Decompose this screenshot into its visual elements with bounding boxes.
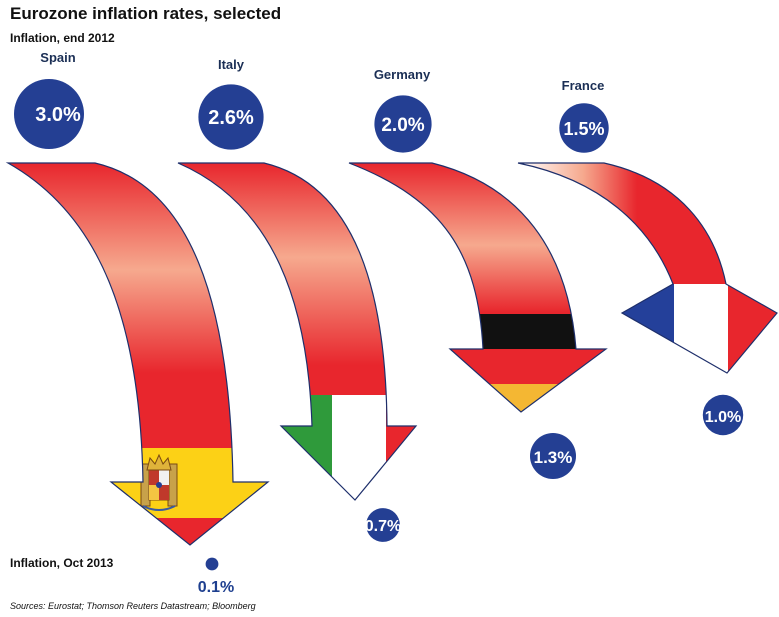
- arrow-germany: [348, 162, 608, 413]
- start-value-france: 1.5%: [563, 119, 604, 139]
- start-value-spain: 3.0%: [35, 104, 81, 126]
- france-flag: [610, 284, 777, 373]
- end-series-label: Inflation, Oct 2013: [10, 556, 114, 570]
- start-bubble-italy: 2.6%: [198, 84, 264, 150]
- start-value-germany: 2.0%: [381, 115, 424, 136]
- country-label-italy: Italy: [217, 57, 245, 72]
- spain-coat-of-arms-icon: [140, 453, 178, 511]
- country-label-germany: Germany: [373, 67, 431, 82]
- start-value-italy: 2.6%: [208, 107, 254, 129]
- end-value-italy: 0.7%: [365, 518, 401, 535]
- country-label-spain: Spain: [40, 50, 76, 65]
- start-bubble-germany: 2.0%: [374, 95, 432, 153]
- end-bubble-italy: 0.7%: [365, 508, 401, 542]
- chart-title: Eurozone inflation rates, selected: [10, 4, 282, 23]
- italy-flag: [270, 395, 416, 500]
- end-bubble-france: 1.0%: [702, 394, 744, 436]
- end-value-france: 1.0%: [705, 409, 741, 426]
- spain-flag: [100, 448, 268, 545]
- start-bubble-spain: 3.0%: [14, 79, 84, 149]
- country-label-france: France: [561, 78, 605, 93]
- end-value-spain: 0.1%: [198, 579, 234, 596]
- start-series-label: Inflation, end 2012: [10, 31, 115, 45]
- source-note: Sources: Eurostat; Thomson Reuters Datas…: [10, 601, 256, 611]
- arrow-spain: [5, 162, 270, 546]
- start-bubble-france: 1.5%: [559, 103, 609, 153]
- end-bubble-spain: 0.1%: [198, 557, 234, 596]
- end-value-germany: 1.3%: [534, 448, 573, 467]
- end-bubble-germany: 1.3%: [530, 433, 576, 479]
